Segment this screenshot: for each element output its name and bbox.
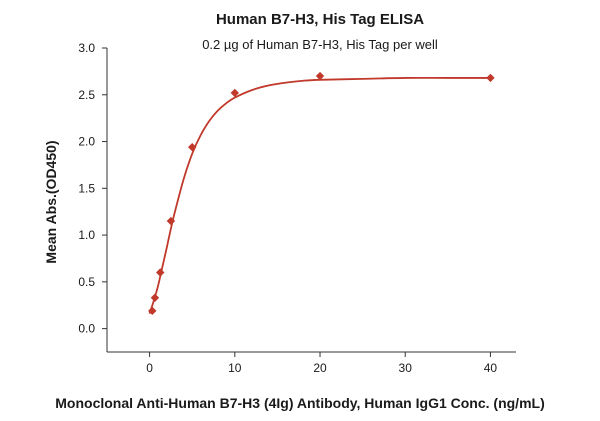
y-ticks: 0.0 0.5 1.0 1.5 2.0 2.5 3.0 bbox=[78, 41, 107, 336]
fit-curve bbox=[148, 76, 491, 314]
y-tick-label: 1.0 bbox=[78, 228, 95, 242]
y-axis-label: Mean Abs.(OD450) bbox=[43, 140, 59, 263]
data-point-diamond bbox=[148, 306, 157, 316]
y-tick-label: 2.5 bbox=[78, 88, 95, 102]
data-point-diamond bbox=[150, 293, 160, 302]
x-tick-label: 20 bbox=[313, 361, 327, 375]
x-ticks: 0 10 20 30 40 bbox=[146, 352, 497, 375]
x-tick-label: 30 bbox=[399, 361, 413, 375]
x-tick-label: 10 bbox=[228, 361, 242, 375]
y-tick-label: 2.0 bbox=[78, 135, 95, 149]
data-point-diamond bbox=[166, 216, 176, 226]
y-tick-label: 1.5 bbox=[78, 181, 95, 195]
data-points bbox=[148, 71, 495, 316]
chart-title: Human B7-H3, His Tag ELISA bbox=[216, 11, 424, 28]
y-tick-label: 0.0 bbox=[78, 322, 95, 336]
x-tick-label: 0 bbox=[146, 361, 153, 375]
chart-subtitle: 0.2 µg of Human B7-H3, His Tag per well bbox=[202, 37, 438, 52]
data-point-diamond bbox=[230, 88, 240, 98]
y-tick-label: 0.5 bbox=[78, 275, 95, 289]
data-point-diamond bbox=[315, 71, 325, 81]
data-point-diamond bbox=[486, 73, 495, 83]
data-point-diamond bbox=[188, 142, 197, 152]
y-tick-label: 3.0 bbox=[78, 41, 95, 55]
data-point-diamond bbox=[156, 268, 165, 277]
x-axis-label: Monoclonal Anti-Human B7-H3 (4Ig) Antibo… bbox=[55, 395, 544, 411]
x-tick-label: 40 bbox=[484, 361, 498, 375]
